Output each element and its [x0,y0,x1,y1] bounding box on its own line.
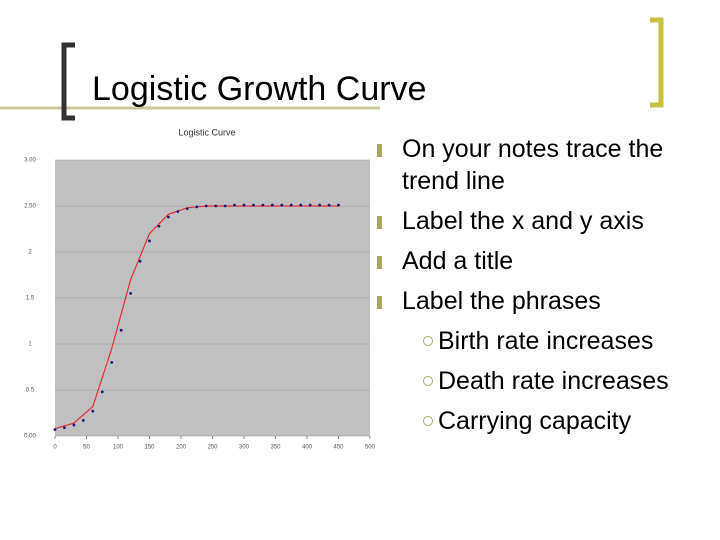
data-point [223,204,227,208]
data-point [195,205,199,209]
bullet-text: Label the x and y axis [402,207,644,235]
x-tick-label: 100 [113,445,124,451]
data-point [53,428,57,431]
x-tick-label: 250 [207,445,218,451]
data-point [81,418,85,422]
data-point [308,203,312,207]
data-point [185,207,189,211]
data-point [167,215,170,219]
data-point [261,203,265,207]
data-point [299,203,303,207]
y-tick-label: 3.00 [24,158,36,164]
bullet-text: Add a title [402,247,514,275]
data-point [327,203,331,207]
data-point [176,210,180,213]
bullet-text: On your notes trace the trend line [402,135,664,195]
bullet-marker [377,144,382,157]
x-tick-label: 300 [239,445,250,451]
left-bracket [61,42,75,121]
sub-bullet-marker [423,376,433,386]
y-tick-label: 0.5 [26,388,35,394]
data-point [214,204,218,208]
y-tick-label: 0.00 [24,434,36,440]
data-point [337,203,340,207]
sub-bullet-text: Death rate increases [438,367,669,395]
data-point [280,203,284,207]
right-bracket [650,17,664,108]
sub-bullet-text: Birth rate increases [438,327,654,355]
data-point [129,292,133,295]
data-point [157,224,161,228]
data-point [204,204,208,208]
data-point [119,328,123,332]
chart: Logistic Curve 0.00 0.5 1 1.5 2 2.50 3.00 0 50 10… [24,127,376,451]
data-point [100,390,104,394]
data-point [233,203,236,207]
x-tick-label: 350 [270,445,281,451]
sub-bullet-text: Carrying capacity [438,407,632,435]
data-point [289,203,293,207]
x-tick-label: 0 [53,445,57,451]
y-tick-label: 2.50 [24,204,36,210]
x-tick-label: 450 [333,445,344,451]
bullet-marker [377,256,382,269]
bullet-marker [377,216,382,229]
data-point [318,203,321,207]
x-tick-label: 150 [144,445,155,451]
bullet-marker [377,296,382,309]
chart-title: Logistic Curve [178,127,235,137]
data-point [72,423,76,427]
data-point [138,259,142,263]
y-tick-label: 1 [28,342,32,348]
data-point [148,239,151,243]
x-tick-label: 500 [365,445,376,451]
data-point [252,203,255,207]
y-tick-label: 2 [28,250,32,256]
x-tick-label: 200 [176,445,187,451]
data-point [63,426,66,430]
data-point [242,203,246,207]
slide-title: Logistic Growth Curve [92,70,427,108]
x-tick-label: 50 [83,445,90,451]
data-point [110,361,114,364]
bullet-text: Label the phrases [402,287,601,315]
data-point [91,409,95,413]
y-tick-label: 1.5 [26,296,35,302]
sub-bullet-marker [423,416,433,426]
sub-bullet-marker [423,336,433,346]
data-point [270,203,274,207]
x-tick-label: 400 [302,445,313,451]
